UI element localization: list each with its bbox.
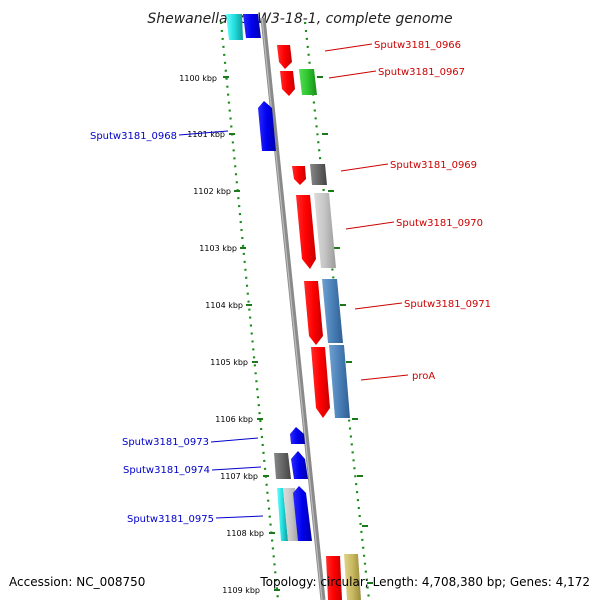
gene-sputw3181-0969-arrow[interactable] <box>292 166 306 185</box>
forward-leader-lines <box>324 43 409 381</box>
accession-text: Accession: NC_008750 <box>9 575 145 589</box>
gene-label-sputw3181-0975[interactable]: Sputw3181_0975 <box>127 514 214 525</box>
gene-label-proa[interactable]: proA <box>412 371 435 382</box>
ruler-label-1105: 1105 kbp <box>210 358 248 367</box>
gene-sputw3181-0971-arrow[interactable] <box>304 281 323 345</box>
gene-label-sputw3181-0969[interactable]: Sputw3181_0969 <box>390 160 477 171</box>
gene-sputw3181-0970-partner[interactable] <box>314 193 336 268</box>
gene-sputw3181-0970-arrow[interactable] <box>296 195 316 269</box>
gene-sputw3181-0974-partner[interactable] <box>274 453 291 479</box>
ruler-label-1103: 1103 kbp <box>199 244 237 253</box>
gene-sputw3181-0971-partner[interactable] <box>322 279 343 343</box>
right-ruler-dots <box>303 21 371 600</box>
gene-label-sputw3181-0970[interactable]: Sputw3181_0970 <box>396 218 483 229</box>
gene-feature-bottom-red[interactable] <box>326 556 342 600</box>
gene-feature-top-blue[interactable] <box>243 14 261 38</box>
gene-sputw3181-0966-arrow[interactable] <box>277 45 292 69</box>
topology-text: Topology: circular; Length: 4,708,380 bp… <box>259 575 590 589</box>
gene-sputw3181-0969-partner[interactable] <box>310 164 327 185</box>
ruler-label-1109: 1109 kbp <box>222 586 260 595</box>
ruler-label-1100: 1100 kbp <box>179 74 217 83</box>
gene-sputw3181-0975-arrow[interactable] <box>293 486 312 541</box>
gene-feature-top-cyan[interactable] <box>226 14 243 40</box>
genome-backbone <box>260 17 326 600</box>
gene-sputw3181-0967-arrow[interactable] <box>280 71 295 96</box>
left-ruler-dots <box>219 21 280 600</box>
ruler-label-1108: 1108 kbp <box>226 529 264 538</box>
reverse-leader-lines <box>178 130 264 519</box>
gene-proa-partner[interactable] <box>329 345 350 418</box>
gene-sputw3181-0973-arrow[interactable] <box>290 427 305 444</box>
gene-proa-arrow[interactable] <box>311 347 330 418</box>
gene-label-sputw3181-0974[interactable]: Sputw3181_0974 <box>123 465 210 476</box>
gene-sputw3181-0968-arrow[interactable] <box>258 101 276 151</box>
gene-feature-bottom-khaki[interactable] <box>344 554 361 600</box>
gene-sputw3181-0974-arrow[interactable] <box>291 451 308 479</box>
ruler-label-1101: 1101 kbp <box>187 130 225 139</box>
gene-sputw3181-0975-cyan[interactable] <box>277 488 288 541</box>
ruler-label-1102: 1102 kbp <box>193 187 231 196</box>
gene-label-sputw3181-0967[interactable]: Sputw3181_0967 <box>378 67 465 78</box>
ruler-label-1106: 1106 kbp <box>215 415 253 424</box>
gene-label-sputw3181-0973[interactable]: Sputw3181_0973 <box>122 437 209 448</box>
map-title: Shewanella sp. W3-18-1, complete genome <box>147 11 452 27</box>
gene-label-sputw3181-0966[interactable]: Sputw3181_0966 <box>374 40 461 51</box>
gene-label-sputw3181-0968[interactable]: Sputw3181_0968 <box>90 131 177 142</box>
ruler-tick-marks <box>223 76 373 591</box>
ruler-label-1107: 1107 kbp <box>220 472 258 481</box>
gene-label-sputw3181-0971[interactable]: Sputw3181_0971 <box>404 299 491 310</box>
gene-sputw3181-0967-partner[interactable] <box>299 69 317 95</box>
ruler-label-1104: 1104 kbp <box>205 301 243 310</box>
